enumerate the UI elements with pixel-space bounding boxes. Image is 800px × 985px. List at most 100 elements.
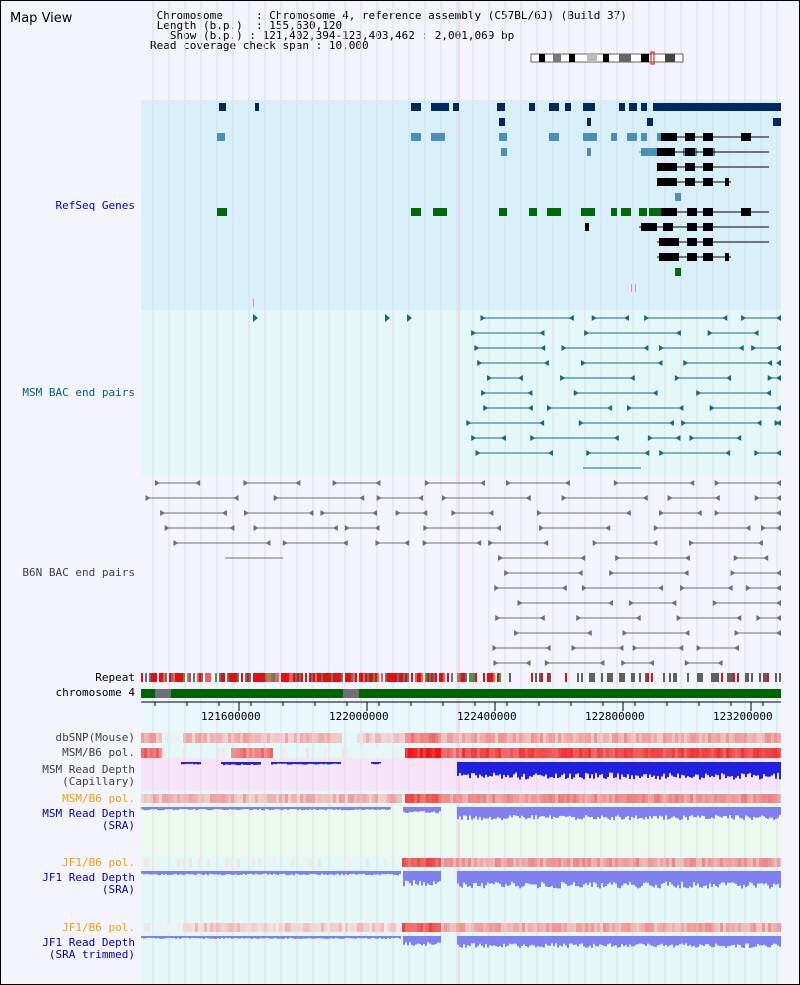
jf1-trimmed-depth-bar	[717, 936, 719, 946]
jf1-pol-trim-heat-cell	[318, 923, 321, 932]
jf1-trimmed-depth-bar	[729, 936, 731, 946]
msm-pol-heat-cell	[750, 748, 753, 758]
jf1-sra-depth-bar	[189, 871, 191, 875]
msm-capillary-depth-bar	[281, 762, 283, 764]
msm-sra-depth-bar	[525, 807, 527, 820]
jf1-sra-depth-bar	[463, 871, 465, 883]
dbsnp-heat-cell	[690, 733, 693, 743]
jf1-sra-depth-bar	[725, 871, 727, 886]
msm-sra-depth-bar	[201, 807, 203, 810]
genome-track-canvas[interactable]: 121600000 122000000 122400000 122800000 1232…	[141, 1, 785, 984]
msm-sra-depth-bar	[773, 807, 775, 820]
msm-capillary-depth-bar	[605, 762, 607, 779]
jf1-pol-trim-heat-cell	[225, 923, 228, 932]
jf1-pol-trim-heat-cell	[285, 923, 288, 932]
repeat-element	[283, 673, 285, 682]
msm-pol-heat-cell	[426, 748, 429, 758]
jf1-trimmed-depth-bar	[557, 936, 559, 948]
jf1-trimmed-depth-bar	[657, 936, 659, 946]
jf1-b6-pol-label[interactable]: JF1/B6 pol.	[62, 856, 135, 869]
msm-depth-capillary-label[interactable]: MSM Read Depth (Capillary)	[42, 763, 135, 788]
msm-pol-heat-cell	[423, 748, 426, 758]
jf1-sra-depth-bar	[313, 871, 315, 874]
dbsnp-heat-cell	[201, 733, 204, 743]
refseq-genes-label[interactable]: RefSeq Genes	[55, 199, 135, 212]
msm-pol-heat-cell	[420, 748, 423, 758]
msm-sra-depth-bar	[197, 807, 199, 810]
dbsnp-heat-cell	[438, 733, 441, 743]
jf1-trimmed-depth-bar	[363, 936, 365, 939]
msm-sra-depth-bar	[325, 807, 327, 811]
msm-sra-depth-bar	[297, 807, 299, 811]
dbsnp-label[interactable]: dbSNP(Mouse)	[55, 731, 135, 744]
dbsnp-heat-cell	[714, 733, 717, 743]
jf1-pol-trim-heat-cell	[387, 923, 390, 932]
jf1-trimmed-depth-bar	[311, 936, 313, 939]
msm-sra-depth-bar	[691, 807, 693, 815]
msm-capillary-depth-bar	[339, 762, 341, 764]
repeat-element	[159, 673, 161, 682]
jf1-pol-trim-heat-cell	[633, 923, 636, 932]
repeat-element	[317, 673, 319, 682]
jf1-pol-heat-cell	[690, 858, 693, 867]
jf1-pol-heat-cell	[507, 858, 510, 867]
msm-sra-depth-bar	[697, 807, 699, 816]
msm-depth-sra-label[interactable]: MSM Read Depth (SRA)	[42, 807, 135, 832]
jf1-trimmed-depth-bar	[205, 936, 207, 938]
dbsnp-heat-cell	[465, 733, 468, 743]
jf1-depth-sra-label[interactable]: JF1 Read Depth (SRA)	[42, 871, 135, 896]
msm-sra-depth-bar	[359, 807, 361, 810]
jf1-pol-heat-cell	[267, 858, 270, 867]
jf1-trimmed-depth-bar	[271, 936, 273, 939]
jf1-depth-trimmed-label[interactable]: JF1 Read Depth (SRA trimmed)	[42, 936, 135, 961]
msm-pol-sra-heat-cell	[456, 794, 459, 803]
msm-pol-heat-cell	[555, 748, 558, 758]
jf1-trimmed-depth-bar	[287, 936, 289, 939]
msm-pol-heat-cell	[216, 748, 219, 758]
msm-pol-heat-cell	[243, 748, 246, 758]
jf1-pol-heat-cell	[411, 858, 414, 867]
jf1-sra-depth-bar	[497, 871, 499, 883]
coordinate-axis: 121600000 122000000 122400000 122800000 1232…	[141, 701, 781, 723]
jf1-pol-heat-cell	[423, 858, 426, 867]
jf1-pol-heat-cell	[567, 858, 570, 867]
msm-pol-sra-heat-cell	[438, 794, 441, 803]
b6n-bac-end	[717, 660, 723, 666]
msm-pol-heat-cell	[567, 748, 570, 758]
msm-bac-end	[540, 345, 546, 351]
msm-capillary-depth-bar	[685, 762, 687, 778]
msm-bac-end	[581, 360, 587, 366]
b6n-bac-end	[332, 480, 338, 486]
msm-capillary-depth-bar	[495, 762, 497, 776]
jf1-pol-heat-cell	[753, 858, 756, 867]
msm-b6-pol-sra-label[interactable]: MSM/B6 pol.	[62, 792, 135, 805]
msm-bac-label[interactable]: MSM BAC end pairs	[22, 386, 135, 399]
jf1-sra-depth-bar	[379, 871, 381, 876]
jf1-trimmed-depth-bar	[661, 936, 663, 944]
dbsnp-heat-cell	[447, 733, 450, 743]
jf1-sra-depth-bar	[253, 871, 255, 875]
msm-pol-sra-heat-cell	[453, 794, 456, 803]
msm-sra-depth-bar	[265, 807, 267, 810]
genome-track-area[interactable]: 121600000 122000000 122400000 122800000 1232…	[141, 1, 785, 984]
msm-sra-depth-bar	[619, 807, 621, 818]
msm-b6-pol-label[interactable]: MSM/B6 pol.	[62, 746, 135, 759]
jf1-sra-depth-bar	[261, 871, 263, 875]
dbsnp-heat-cell	[624, 733, 627, 743]
dbsnp-heat-cell	[411, 733, 414, 743]
jf1-pol-trim-heat-cell	[222, 923, 225, 932]
msm-sra-depth-bar	[765, 807, 767, 819]
jf1-pol-heat-cell	[414, 858, 417, 867]
jf1-sra-depth-bar	[587, 871, 589, 886]
jf1-pol-trim-heat-cell	[723, 923, 726, 932]
msm-pol-heat-cell	[720, 748, 723, 758]
jf1-trimmed-depth-bar	[537, 936, 539, 947]
msm-pol-sra-heat-cell	[480, 794, 483, 803]
msm-bac-end	[707, 330, 713, 336]
b6n-bac-label[interactable]: B6N BAC end pairs	[22, 566, 135, 579]
jf1-trimmed-depth-bar	[585, 936, 587, 948]
jf1-b6-pol-trimmed-label[interactable]: JF1/B6 pol.	[62, 921, 135, 934]
msm-sra-depth-bar	[375, 807, 377, 810]
msm-pol-heat-cell	[525, 748, 528, 758]
msm-sra-depth-bar	[703, 807, 705, 817]
